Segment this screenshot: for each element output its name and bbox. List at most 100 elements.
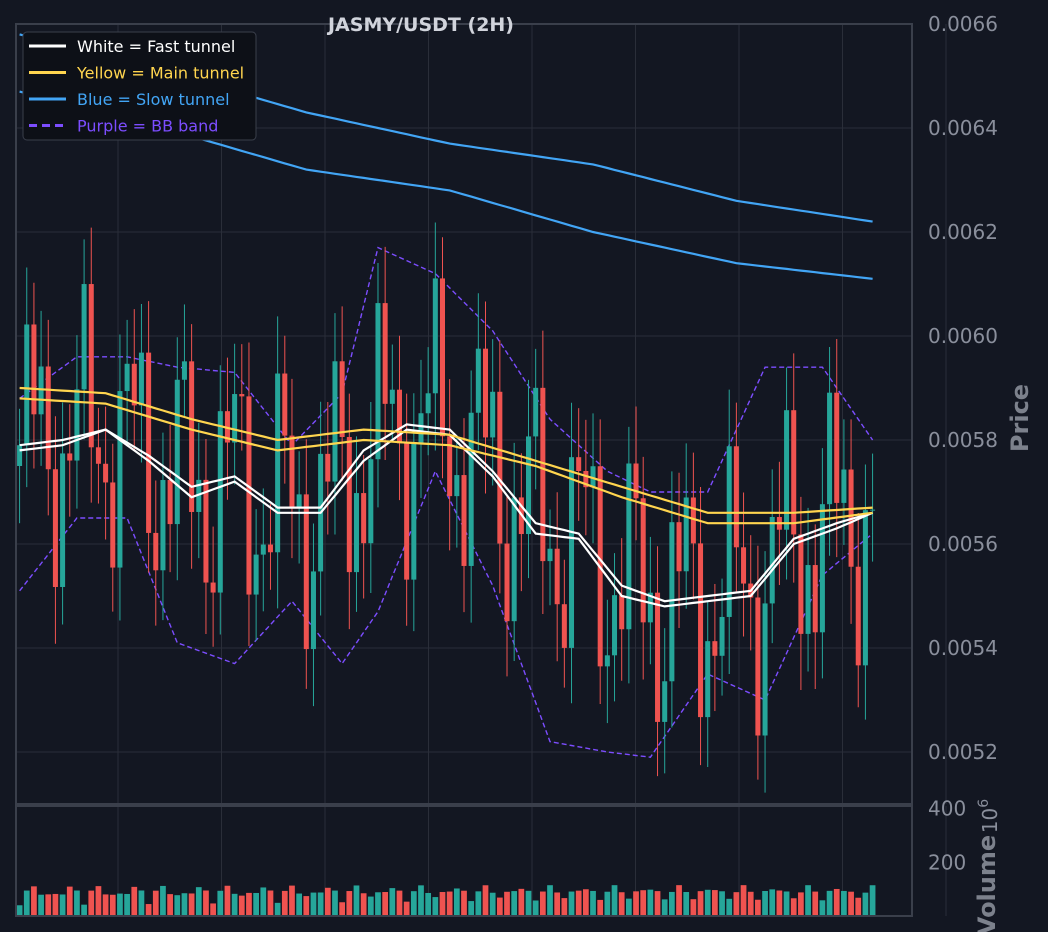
candle-body bbox=[841, 469, 847, 503]
volume-bar bbox=[647, 889, 654, 916]
candle-body bbox=[339, 361, 345, 438]
volume-bar bbox=[353, 885, 360, 916]
candle-body bbox=[232, 394, 238, 443]
candle-body bbox=[526, 436, 532, 535]
candle-body bbox=[246, 396, 252, 595]
volume-bar bbox=[661, 899, 668, 916]
volume-bar bbox=[317, 892, 324, 916]
candle-body bbox=[511, 497, 517, 622]
candle-body bbox=[791, 410, 797, 535]
candle-body bbox=[346, 437, 352, 573]
candle-body bbox=[52, 469, 58, 587]
volume-bar bbox=[425, 892, 432, 916]
volume-bar bbox=[181, 893, 188, 916]
volume-bar bbox=[217, 890, 224, 916]
candle-body bbox=[540, 387, 546, 562]
volume-bar bbox=[45, 894, 52, 916]
volume-bar bbox=[324, 887, 331, 916]
volume-bar bbox=[124, 893, 130, 916]
candle-body bbox=[870, 509, 876, 511]
volume-bar bbox=[410, 891, 417, 916]
volume-bar bbox=[281, 890, 288, 916]
candle-body bbox=[282, 373, 288, 436]
candle-body bbox=[683, 497, 689, 572]
volume-bar bbox=[604, 891, 611, 916]
volume-bar bbox=[812, 891, 819, 916]
candle-body bbox=[798, 534, 804, 634]
legend: White = Fast tunnel Yellow = Main tunnel B… bbox=[22, 31, 257, 141]
volume-bar bbox=[798, 892, 804, 916]
candle-body bbox=[181, 361, 187, 380]
candle-body bbox=[368, 459, 374, 544]
volume-bar bbox=[654, 891, 661, 916]
candle-body bbox=[174, 379, 180, 525]
chart-title: JASMY/USDT (2H) bbox=[326, 14, 514, 36]
volume-bar bbox=[747, 891, 754, 916]
candle-body bbox=[382, 303, 388, 404]
candle-body bbox=[303, 494, 309, 650]
volume-bar bbox=[138, 890, 145, 916]
volume-bar bbox=[88, 890, 95, 916]
volume-bar bbox=[769, 889, 776, 916]
volume-bar bbox=[117, 893, 123, 916]
price-axis-label: Price bbox=[1006, 384, 1034, 452]
volume-bar bbox=[554, 892, 561, 916]
volume-bar bbox=[511, 891, 518, 916]
candle-body bbox=[196, 479, 202, 512]
volume-bar bbox=[16, 905, 23, 916]
candle-body bbox=[604, 655, 610, 667]
candle-body bbox=[396, 389, 402, 444]
candle-body bbox=[210, 582, 216, 593]
volume-bar bbox=[611, 885, 618, 916]
candle-body bbox=[67, 453, 73, 461]
volume-bar bbox=[819, 900, 826, 916]
candle-body bbox=[239, 394, 245, 397]
candle-body bbox=[24, 324, 30, 446]
candle-body bbox=[103, 463, 109, 483]
candle-body bbox=[619, 595, 625, 630]
volume-bar bbox=[332, 890, 338, 916]
volume-bar bbox=[260, 887, 267, 916]
series-line-yellow-2 bbox=[19, 386, 873, 514]
volume-bar bbox=[525, 890, 532, 916]
candle-body bbox=[411, 443, 417, 580]
candle-body bbox=[432, 278, 438, 394]
volume-bar bbox=[446, 891, 453, 916]
volume-bar bbox=[518, 888, 525, 916]
candle-body bbox=[95, 447, 101, 464]
candle-body bbox=[640, 498, 646, 623]
candle-body bbox=[447, 436, 453, 497]
candle-body bbox=[690, 497, 696, 544]
volume-bar bbox=[740, 885, 747, 916]
volume-bar bbox=[833, 888, 840, 916]
candle-body bbox=[389, 389, 395, 404]
candle-body bbox=[325, 453, 331, 482]
candle-body bbox=[160, 480, 166, 571]
volume-bar bbox=[74, 890, 80, 916]
volume-bar bbox=[590, 890, 596, 916]
price-tick-label: 0.0062 bbox=[928, 220, 998, 244]
volume-bar bbox=[303, 896, 310, 916]
candle-body bbox=[576, 457, 582, 472]
volume-bar bbox=[195, 887, 202, 916]
price-tick-label: 0.0060 bbox=[928, 324, 998, 348]
volume-bar bbox=[59, 894, 66, 916]
candle-body bbox=[253, 554, 259, 595]
candle-body bbox=[275, 373, 281, 553]
volume-bar bbox=[712, 890, 718, 916]
candle-body bbox=[267, 544, 273, 553]
price-tick-label: 0.0058 bbox=[928, 428, 998, 452]
candle-body bbox=[626, 463, 632, 630]
candle-body bbox=[827, 392, 833, 505]
volume-bar bbox=[289, 885, 295, 916]
candle-body bbox=[361, 493, 367, 544]
candle-body bbox=[60, 453, 66, 587]
candle-body bbox=[310, 571, 316, 650]
volume-bar bbox=[733, 892, 740, 916]
volume-bar bbox=[790, 898, 797, 916]
volume-bar bbox=[826, 890, 833, 916]
candle-body bbox=[755, 597, 761, 736]
candle-body bbox=[296, 494, 302, 509]
volume-bar bbox=[805, 885, 811, 916]
volume-bar bbox=[238, 895, 245, 916]
